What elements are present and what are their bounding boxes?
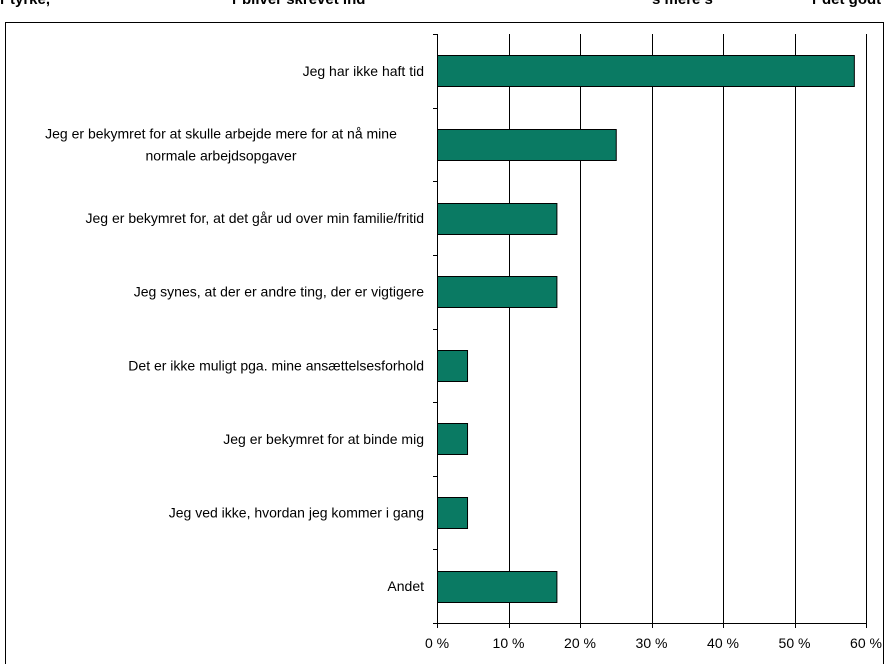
bar-1 xyxy=(437,129,617,161)
caption-fragment-left: r tyrke, xyxy=(0,0,50,8)
category-label-3: Jeg synes, at der er andre ting, der er … xyxy=(134,284,424,300)
category-label-6: Jeg ved ikke, hvordan jeg kommer i gang xyxy=(169,505,424,521)
bar-0 xyxy=(437,55,855,87)
category-label-4: Det er ikke muligt pga. mine ansættelses… xyxy=(128,357,424,373)
category-label-2: Jeg er bekymret for, at det går ud over … xyxy=(86,210,424,226)
caption-fragment-middle: r bliver skrevet ind xyxy=(232,0,365,8)
x-tick-label-30: 30 % xyxy=(636,635,668,651)
bar-5 xyxy=(437,423,469,455)
x-tick-label-60: 60 % xyxy=(850,635,882,651)
bar-4 xyxy=(437,350,469,382)
axis-layer xyxy=(433,34,867,628)
caption-fragment-far-right: r det godt xyxy=(812,0,881,8)
category-label-1-line-1: normale arbejdsopgaver xyxy=(146,147,297,163)
bar-6 xyxy=(437,497,469,529)
x-tick-label-40: 40 % xyxy=(707,635,739,651)
category-label-0: Jeg har ikke haft tid xyxy=(303,63,424,79)
bar-3 xyxy=(437,276,558,308)
caption-fragment-right: s mere s xyxy=(652,0,713,8)
tick-label-layer: 0 % 10 % 20 % 30 % 40 % 50 % 60 % xyxy=(425,635,882,651)
x-tick-label-0: 0 % xyxy=(425,635,449,651)
x-tick-label-10: 10 % xyxy=(493,635,525,651)
clipped-caption: r tyrke, r bliver skrevet ind s mere s r… xyxy=(0,0,890,11)
bar-7 xyxy=(437,571,558,603)
category-label-7: Andet xyxy=(387,578,424,594)
category-label-layer: Jeg har ikke haft tid Jeg er bekymret for… xyxy=(45,63,424,594)
bar-layer xyxy=(437,55,855,603)
grid-layer xyxy=(509,34,867,623)
x-tick-label-50: 50 % xyxy=(779,635,811,651)
x-tick-label-20: 20 % xyxy=(564,635,596,651)
category-label-1-line-0: Jeg er bekymret for at skulle arbejde me… xyxy=(45,125,397,141)
category-label-5: Jeg er bekymret for at binde mig xyxy=(223,431,424,447)
bar-2 xyxy=(437,203,558,235)
